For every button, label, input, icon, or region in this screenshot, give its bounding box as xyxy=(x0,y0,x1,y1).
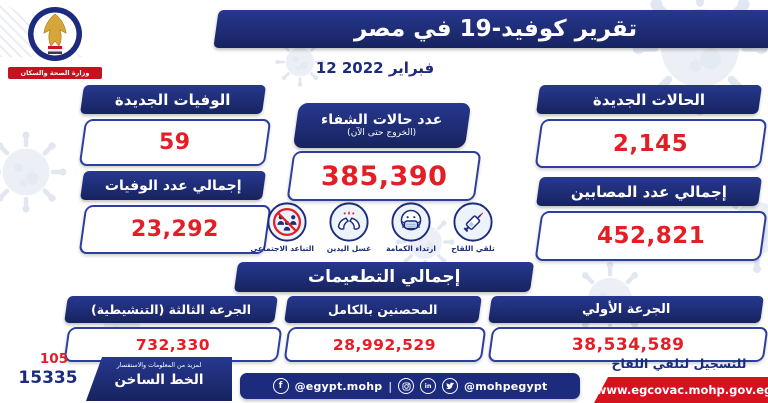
page-title: تقرير كوفيد-19 في مصر xyxy=(354,16,638,42)
recovered-sublabel: (الخروج حتى الآن) xyxy=(347,128,417,139)
linkedin-icon[interactable]: in xyxy=(420,378,437,394)
register-label: للتسجيل لتلقي اللقاح xyxy=(611,356,747,371)
hotline-number-15335: 15335 xyxy=(18,368,78,388)
precautions-row: تلقي اللقاح ارتداء الكمامة xyxy=(250,201,500,259)
facebook-icon[interactable]: f xyxy=(272,378,289,394)
precaution-vaccine: تلقي اللقاح xyxy=(446,201,500,259)
register-url[interactable]: www.egcovac.mohp.gov.eg xyxy=(594,377,768,403)
new-cases-label: الحالات الجديدة xyxy=(592,90,706,109)
ministry-logo: وزارة الصحة والسكان xyxy=(8,4,102,79)
social-media-bar: f @egypt.mohp | in @mohpegypt xyxy=(240,373,580,399)
recovered-label: عدد حالات الشفاء xyxy=(321,112,443,129)
recovered-value: 385,390 xyxy=(320,160,448,192)
booster-dose-value-box: 732,330 xyxy=(63,327,283,362)
total-infected-banner: إجمالي عدد المصابين xyxy=(535,177,763,206)
precaution-mask: ارتداء الكمامة xyxy=(384,201,438,259)
new-deaths-value-box: 59 xyxy=(78,119,272,166)
total-infected-value-box: 452,821 xyxy=(534,211,768,261)
new-deaths-label: الوفيات الجديدة xyxy=(115,90,231,109)
precaution-distancing: التباعد الاجتماعي xyxy=(250,201,314,259)
precaution-wash-hands: غسل اليدين xyxy=(322,201,376,259)
total-deaths-banner: إجمالي عدد الوفيات xyxy=(79,171,267,200)
no-gathering-icon xyxy=(267,202,307,242)
fully-vaccinated-label: المحصنين بالكامل xyxy=(328,302,438,317)
new-cases-value-box: 2,145 xyxy=(534,119,768,168)
mask-icon xyxy=(391,202,431,242)
new-deaths-value: 59 xyxy=(159,130,191,155)
fully-vaccinated-value-box: 28,992,529 xyxy=(283,327,487,362)
precaution-label: التباعد الاجتماعي xyxy=(250,244,314,253)
first-dose-banner: الجرعة الأولي xyxy=(488,296,764,323)
hotline-number-105: 105 xyxy=(39,351,69,367)
booster-dose-label: الجرعة الثالثة (التنشيطية) xyxy=(90,302,252,317)
report-date: 12 فبراير 2022 xyxy=(315,59,435,77)
total-deaths-label: إجمالي عدد الوفيات xyxy=(104,177,242,194)
title-banner: تقرير كوفيد-19 في مصر xyxy=(213,10,768,48)
instagram-icon[interactable] xyxy=(398,378,415,394)
booster-dose-banner: الجرعة الثالثة (التنشيطية) xyxy=(64,296,278,323)
precaution-label: تلقي اللقاح xyxy=(451,244,495,253)
first-dose-value: 38,534,589 xyxy=(571,334,685,355)
other-socials-handle[interactable]: @mohpegypt xyxy=(464,379,548,393)
recovered-banner: عدد حالات الشفاء (الخروج حتى الآن) xyxy=(292,103,472,148)
total-deaths-value-box: 23,292 xyxy=(78,205,272,254)
facebook-handle[interactable]: @egypt.mohp xyxy=(294,379,383,393)
precaution-label: غسل اليدين xyxy=(326,244,372,253)
fully-vaccinated-value: 28,992,529 xyxy=(333,335,437,354)
recovered-value-box: 385,390 xyxy=(286,151,482,201)
new-deaths-banner: الوفيات الجديدة xyxy=(79,85,267,114)
precaution-label: ارتداء الكمامة xyxy=(386,244,436,253)
booster-dose-value: 732,330 xyxy=(135,335,211,354)
social-separator: | xyxy=(388,379,393,393)
new-cases-value: 2,145 xyxy=(613,130,689,157)
hotline-flag: لمزيد من المعلومات والاستفسار الخط الساخ… xyxy=(86,357,232,401)
hotline-label: الخط الساخن xyxy=(114,371,204,388)
vaccinations-title-banner: إجمالي التطعيمات xyxy=(233,262,535,292)
hotline-sublabel: لمزيد من المعلومات والاستفسار xyxy=(116,362,202,369)
wash-hands-icon xyxy=(329,202,369,242)
syringe-icon xyxy=(453,202,493,242)
total-infected-value: 452,821 xyxy=(596,223,706,249)
total-infected-label: إجمالي عدد المصابين xyxy=(571,182,727,201)
vaccinations-title: إجمالي التطعيمات xyxy=(307,267,461,287)
twitter-icon[interactable] xyxy=(442,378,459,394)
total-deaths-value: 23,292 xyxy=(131,217,219,242)
new-cases-banner: الحالات الجديدة xyxy=(535,85,763,114)
first-dose-label: الجرعة الأولي xyxy=(581,302,671,317)
eagle-emblem-icon xyxy=(28,7,82,61)
fully-vaccinated-banner: المحصنين بالكامل xyxy=(284,296,482,323)
ministry-name: وزارة الصحة والسكان xyxy=(8,67,102,79)
